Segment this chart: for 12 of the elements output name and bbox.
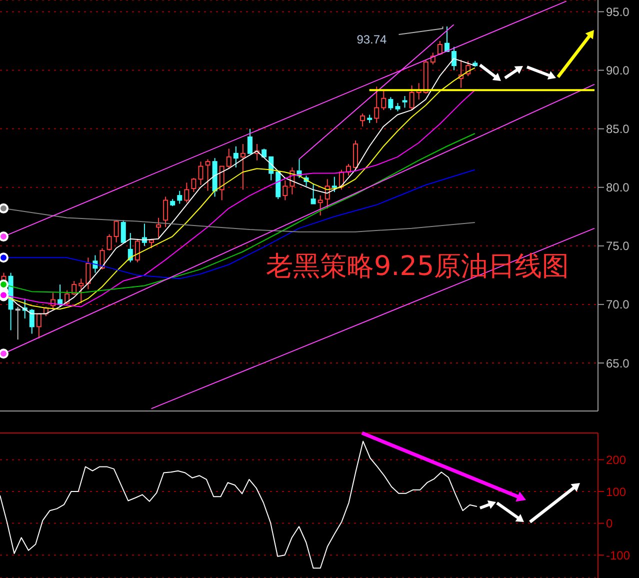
y-tick-label: 90.0: [606, 64, 630, 78]
annotation: 93.74: [356, 32, 388, 47]
y-tick-label: 70.0: [606, 298, 630, 312]
y-tick-label: 80.0: [606, 180, 630, 195]
y-tick-label: 65.0: [606, 356, 630, 370]
y-tick-label: 200: [606, 452, 626, 467]
y-tick-label: 0: [606, 516, 613, 531]
y-tick-label: -100: [606, 548, 630, 562]
y-tick-label: 95.0: [606, 4, 630, 19]
y-tick-label: 75.0: [606, 239, 630, 254]
y-tick-label: 100: [606, 484, 626, 499]
y-tick-label: 85.0: [606, 122, 630, 136]
